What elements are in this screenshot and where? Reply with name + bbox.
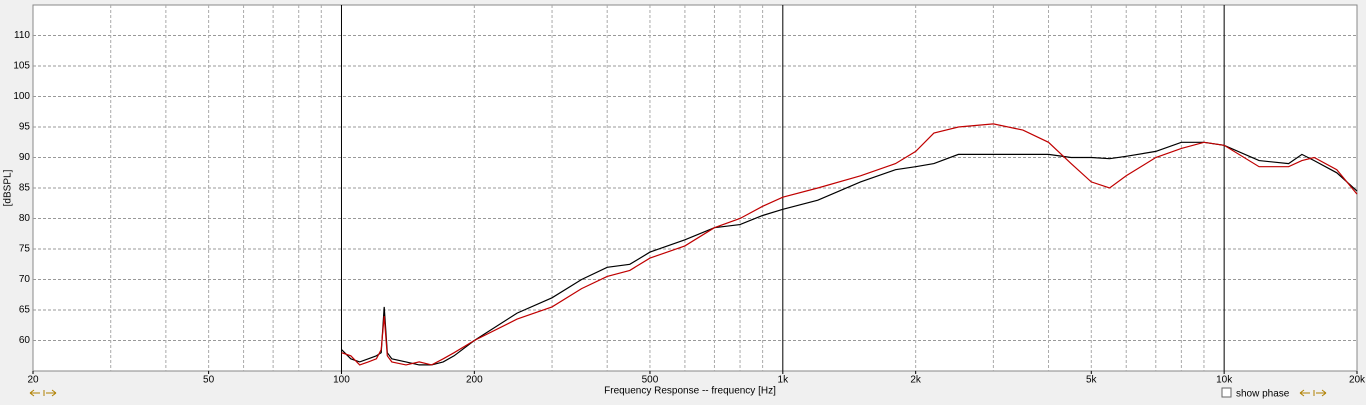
x-axis-label: Frequency Response -- frequency [Hz] [604,386,776,397]
y-tick-label: 90 [19,152,31,163]
y-tick-label: 95 [19,122,31,133]
series-line [341,123,1358,366]
y-tick-label: 60 [19,335,31,346]
x-tick-label: 2k [910,375,922,386]
x-tick-label: 500 [642,375,659,386]
y-tick-label: 100 [13,91,30,102]
x-tick-label: 20k [1349,375,1366,386]
x-tick-label: 1k [778,375,790,386]
series-line [341,141,1358,366]
nav-arrows[interactable] [29,389,1327,397]
show-phase-checkbox[interactable] [1221,387,1232,398]
x-tick-label: 10k [1216,375,1233,386]
x-tick-label: 100 [333,375,350,386]
x-tick-label: 50 [203,375,215,386]
x-tick-label: 200 [466,375,483,386]
x-tick-label: 5k [1086,375,1098,386]
y-tick-label: 65 [19,305,31,316]
y-axis-label: [dBSPL] [3,169,14,206]
show-phase-label[interactable]: show phase [1236,389,1290,400]
y-tick-label: 85 [19,183,31,194]
y-tick-label: 105 [13,61,30,72]
y-tick-label: 70 [19,274,31,285]
y-tick-label: 110 [14,30,30,41]
x-tick-label: 20 [27,375,39,386]
y-tick-label: 75 [19,244,31,255]
y-tick-label: 80 [19,213,31,224]
